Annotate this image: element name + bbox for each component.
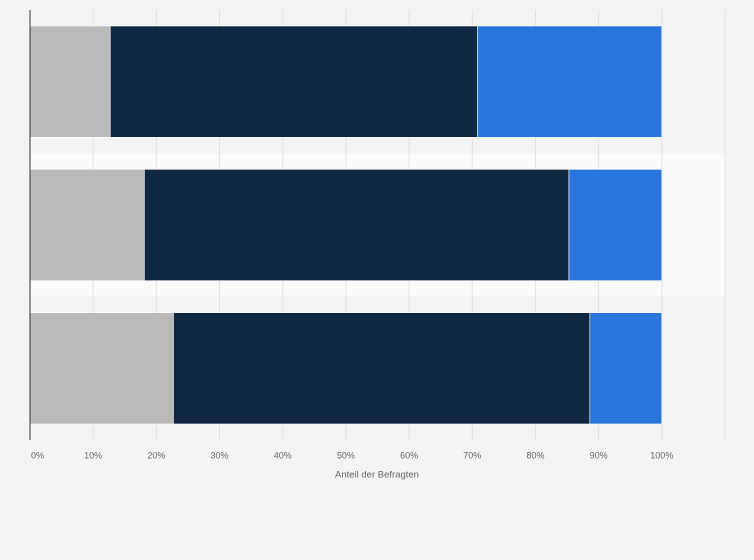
x-tick-label: 80% xyxy=(526,450,544,460)
x-tick-label: 100% xyxy=(650,450,673,460)
x-tick-label: 20% xyxy=(147,450,165,460)
x-tick-label: 50% xyxy=(337,450,355,460)
bar-segment xyxy=(568,169,663,281)
x-tick-label: 30% xyxy=(211,450,229,460)
bar-segment xyxy=(109,25,478,138)
bar-segment xyxy=(29,25,111,138)
x-tick-label: 70% xyxy=(463,450,481,460)
bar-segment xyxy=(173,312,591,425)
x-tick-label: 40% xyxy=(274,450,292,460)
x-tick-label: 0% xyxy=(31,450,44,460)
x-tick-label: 60% xyxy=(400,450,418,460)
x-tick-label: 10% xyxy=(84,450,102,460)
bar-segment xyxy=(477,25,663,138)
x-tick-label: 90% xyxy=(590,450,608,460)
bar-segment xyxy=(29,312,174,425)
x-axis-title: Anteil der Befragten xyxy=(335,470,419,481)
bar-segment xyxy=(29,169,145,281)
bar-segment xyxy=(589,312,663,425)
bar-segment xyxy=(144,169,570,281)
